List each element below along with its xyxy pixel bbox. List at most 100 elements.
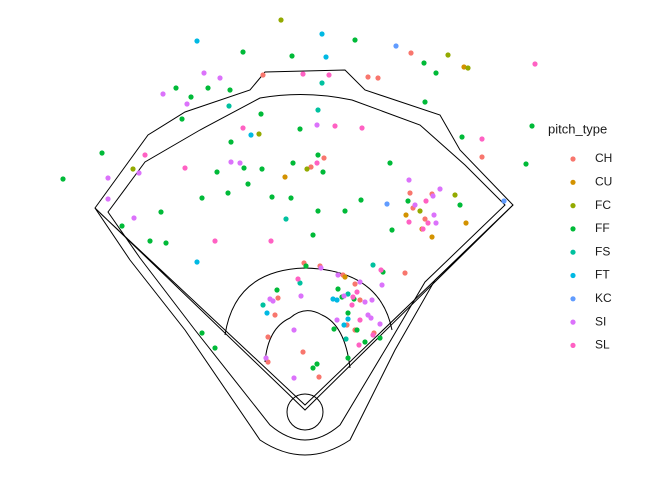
point <box>199 195 205 201</box>
point <box>142 152 148 158</box>
point <box>501 198 507 204</box>
point <box>99 150 105 156</box>
point <box>465 65 471 71</box>
point <box>265 359 271 365</box>
point <box>529 123 535 129</box>
point <box>421 60 427 66</box>
point <box>163 240 169 246</box>
point <box>320 169 326 175</box>
point <box>260 302 266 308</box>
point <box>334 317 340 323</box>
point <box>228 159 234 165</box>
point <box>342 208 348 214</box>
legend-key <box>570 203 576 209</box>
point <box>318 265 324 271</box>
point <box>315 107 321 113</box>
legend-key <box>570 156 576 162</box>
point <box>298 293 304 299</box>
point <box>326 72 332 78</box>
point <box>226 103 232 109</box>
point <box>330 296 336 302</box>
legend-key <box>570 226 576 232</box>
point <box>334 297 340 303</box>
legend-key <box>570 179 576 185</box>
point <box>245 181 251 187</box>
point <box>417 208 423 214</box>
point <box>182 165 188 171</box>
point <box>412 202 418 208</box>
point <box>359 125 365 131</box>
point <box>423 198 429 204</box>
legend-key <box>570 296 576 302</box>
point <box>217 75 223 81</box>
point <box>297 126 303 132</box>
point <box>422 216 428 222</box>
point <box>463 220 469 226</box>
point <box>291 327 297 333</box>
legend-label: SL <box>595 338 610 352</box>
point <box>345 310 351 316</box>
point <box>199 330 205 336</box>
point <box>384 201 390 207</box>
legend-key <box>570 249 576 255</box>
point <box>194 38 200 44</box>
point <box>130 166 136 172</box>
point <box>131 215 137 221</box>
outfield-wall <box>94 69 514 456</box>
point <box>260 72 266 78</box>
point <box>184 101 190 107</box>
point <box>212 345 218 351</box>
point <box>377 321 383 327</box>
point <box>297 280 303 286</box>
point <box>331 326 337 332</box>
point <box>300 71 306 77</box>
legend-label: KC <box>595 291 612 305</box>
point <box>352 281 358 287</box>
point <box>457 202 463 208</box>
point <box>319 80 325 86</box>
point <box>227 87 233 93</box>
point <box>479 154 485 160</box>
point <box>402 270 408 276</box>
point <box>289 53 295 59</box>
point <box>265 334 271 340</box>
point <box>179 116 185 122</box>
point <box>357 317 363 323</box>
point <box>389 227 395 233</box>
point <box>479 136 485 142</box>
point <box>343 336 349 342</box>
point <box>433 220 439 226</box>
point <box>445 52 451 58</box>
point <box>358 197 364 203</box>
point <box>291 375 297 381</box>
point <box>228 139 234 145</box>
warning-track <box>107 93 506 441</box>
point <box>241 165 247 171</box>
legend-label: FC <box>595 198 611 212</box>
point <box>349 302 355 308</box>
point <box>387 160 393 166</box>
point <box>105 175 111 181</box>
point <box>341 322 347 328</box>
point <box>315 208 321 214</box>
point <box>532 61 538 67</box>
point <box>378 267 384 273</box>
point <box>430 193 436 199</box>
point <box>429 234 435 240</box>
point <box>362 339 368 345</box>
point <box>379 282 385 288</box>
point <box>275 295 281 301</box>
point <box>119 223 125 229</box>
point <box>300 349 306 355</box>
point <box>369 297 375 303</box>
point <box>332 123 338 129</box>
point <box>362 299 368 305</box>
point <box>365 74 371 80</box>
point <box>319 31 325 37</box>
point <box>342 274 348 280</box>
point <box>304 166 310 172</box>
point <box>375 75 381 81</box>
legend-key <box>570 319 576 325</box>
point <box>357 279 363 285</box>
home-circle <box>286 393 324 431</box>
